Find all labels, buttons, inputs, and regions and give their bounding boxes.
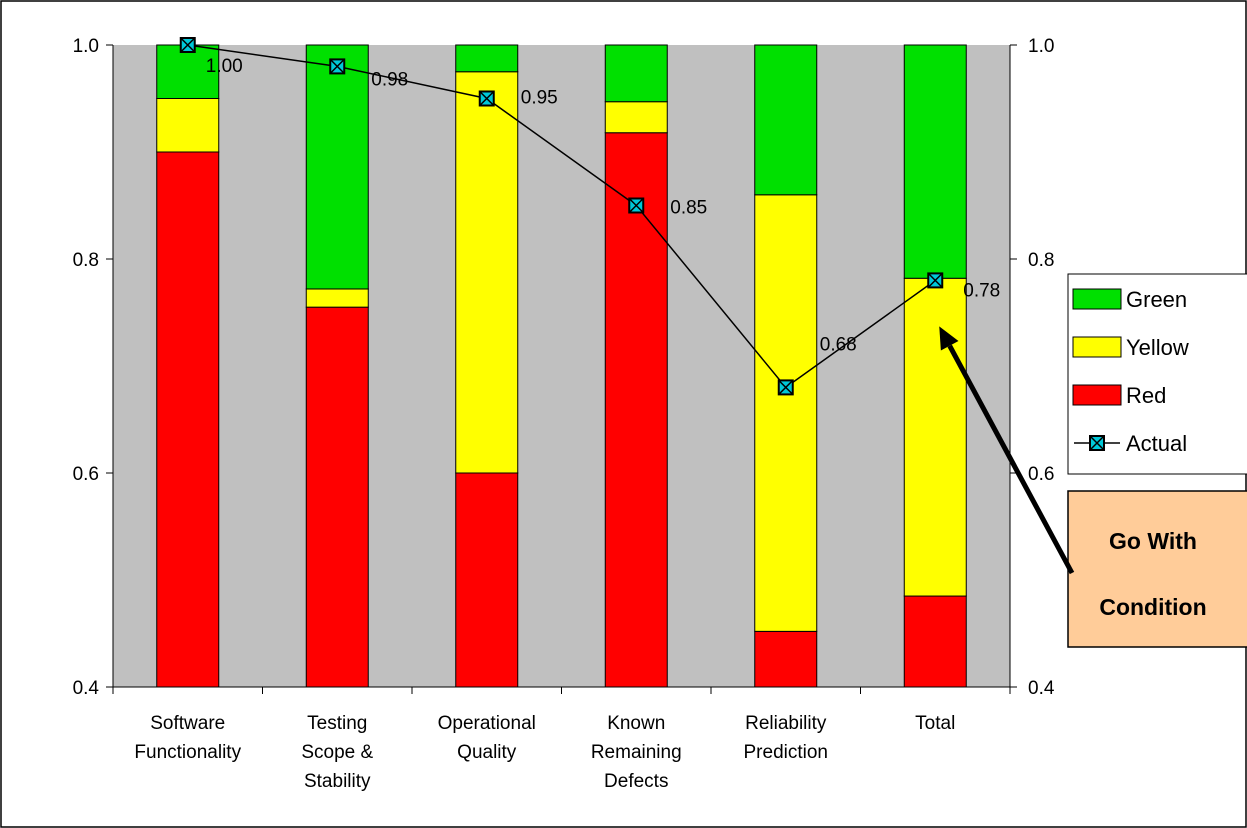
data-label-actual: 0.78 <box>963 280 1000 301</box>
actual-marker-cross <box>479 90 495 107</box>
bar-red-3 <box>604 132 668 688</box>
y-tick-label-left: 1.0 <box>73 36 99 57</box>
bar-red-2 <box>455 472 519 688</box>
bar-red-0 <box>156 151 220 688</box>
data-label-actual: 0.98 <box>371 69 408 90</box>
y-tick-label-right: 0.6 <box>1028 464 1054 485</box>
actual-marker-cross <box>927 272 943 288</box>
x-category-label-line: Remaining <box>591 742 682 763</box>
bar-red-1 <box>305 306 369 688</box>
x-category-label-line: Testing <box>307 713 367 734</box>
x-category-label-line: Scope & <box>301 742 373 763</box>
legend-swatch-green <box>1072 288 1122 310</box>
x-category-label-line: Defects <box>604 771 668 792</box>
legend-label: Red <box>1126 383 1166 408</box>
y-tick-label-left: 0.8 <box>73 250 99 271</box>
bar-yellow-4 <box>754 194 818 632</box>
callout-box <box>1067 490 1247 648</box>
bar-red-4 <box>754 630 818 688</box>
actual-marker-cross <box>628 197 644 214</box>
legend-swatch-red <box>1072 384 1122 406</box>
y-tick-label-right: 0.4 <box>1028 678 1055 699</box>
data-label-actual: 0.68 <box>820 334 857 355</box>
legend-swatch-cross <box>1089 435 1105 451</box>
legend-swatch-yellow <box>1072 336 1122 358</box>
x-category-label: Operational Quality <box>438 713 536 763</box>
axes: 0.4 0.4 0.6 0.6 0.8 0.8 1.0 1.0 Software Function… <box>73 36 1055 792</box>
bar-green-5 <box>903 44 967 279</box>
x-category-label-line: Known <box>607 713 665 734</box>
callout-arrow-head <box>939 326 959 351</box>
plot-area <box>113 45 1010 687</box>
data-label-actual: 0.95 <box>521 88 558 109</box>
actual-line-series: 1.00 0.98 0.95 0.85 0.68 0.78 <box>179 37 1000 396</box>
legend-label: Yellow <box>1126 335 1189 360</box>
bar-green-2 <box>455 44 519 73</box>
bar-green-3 <box>604 44 668 103</box>
x-category-label-line: Quality <box>457 742 517 763</box>
bar-yellow-2 <box>455 71 519 474</box>
legend-label: Actual <box>1126 431 1187 456</box>
bar-yellow-1 <box>305 288 369 308</box>
legend-label: Green <box>1126 287 1187 312</box>
actual-line <box>187 44 936 389</box>
data-label-actual: 1.00 <box>206 56 243 77</box>
bar-yellow-0 <box>156 98 220 153</box>
bar-green-4 <box>754 44 818 196</box>
x-category-label: Reliability Prediction <box>744 713 829 763</box>
bar-yellow-3 <box>604 101 668 134</box>
callout-arrow-shaft <box>947 344 1075 575</box>
x-category-label: Known Remaining Defects <box>591 713 682 792</box>
callout-text: Condition <box>1099 594 1206 620</box>
bar-green-1 <box>305 44 369 290</box>
callout-text: Go With <box>1109 528 1197 554</box>
x-category-label: Total <box>915 713 955 734</box>
actual-marker-cross <box>778 379 794 395</box>
x-category-label-line: Operational <box>438 713 536 734</box>
x-category-label-line: Functionality <box>134 742 241 763</box>
actual-marker-cross <box>180 37 196 53</box>
y-tick-label-left: 0.6 <box>73 464 99 485</box>
bar-group <box>156 44 967 688</box>
y-tick-label-right: 0.8 <box>1028 250 1054 271</box>
x-category-label-line: Stability <box>304 771 371 792</box>
x-category-label-line: Total <box>915 713 955 734</box>
data-label-actual: 0.85 <box>670 198 707 219</box>
bar-green-0 <box>156 44 220 99</box>
x-category-label: Testing Scope & Stability <box>301 713 373 792</box>
bar-red-5 <box>903 595 967 688</box>
bar-yellow-5 <box>903 277 967 597</box>
y-tick-label-left: 0.4 <box>73 678 100 699</box>
x-category-label-line: Reliability <box>745 713 827 734</box>
x-category-label-line: Prediction <box>744 742 829 763</box>
legend: Green Yellow Red Actual <box>1067 273 1247 475</box>
x-category-label: Software Functionality <box>134 713 241 763</box>
annotation-callout: Go With Condition <box>939 326 1247 648</box>
x-category-label-line: Software <box>150 713 225 734</box>
actual-marker-cross <box>329 58 345 74</box>
y-tick-label-right: 1.0 <box>1028 36 1054 57</box>
